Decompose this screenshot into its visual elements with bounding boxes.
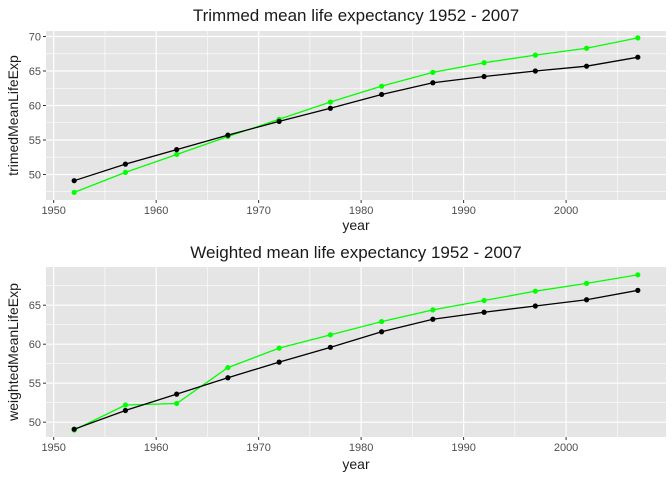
data-point	[122, 161, 129, 167]
x-tick-label: 1990	[451, 205, 475, 217]
data-point	[276, 345, 282, 351]
data-point	[481, 60, 487, 66]
y-axis-title: trimedMeanLifeExp	[5, 55, 21, 176]
data-point	[122, 169, 129, 176]
data-point	[122, 407, 129, 414]
data-point	[327, 105, 333, 111]
data-point	[225, 364, 231, 371]
data-point	[583, 63, 590, 69]
data-point	[430, 307, 436, 313]
data-point	[327, 344, 333, 350]
x-tick-label: 1980	[349, 205, 373, 217]
chart-title: Weighted mean life expectancy 1952 - 200…	[190, 243, 521, 262]
series-line	[73, 274, 638, 431]
data-point	[225, 132, 231, 138]
data-point	[174, 391, 180, 397]
data-point	[71, 189, 77, 196]
data-point	[276, 118, 282, 124]
x-tick-label: 1970	[246, 442, 270, 454]
data-point	[583, 297, 590, 303]
data-point	[635, 272, 641, 278]
data-point	[532, 52, 538, 58]
data-point	[532, 68, 538, 74]
data-point	[174, 400, 180, 407]
x-tick-label: 1950	[41, 442, 65, 454]
trimmed-mean-chart: 1950 1960 1970 1980 1990 2000 50 55 60 65 70 Trimme…	[5, 6, 666, 233]
data-point	[481, 73, 487, 80]
data-point	[481, 309, 487, 315]
x-tick-label: 1960	[144, 442, 168, 454]
y-tick-label: 55	[29, 378, 41, 390]
y-tick-label: 60	[29, 339, 41, 351]
data-point	[327, 332, 333, 338]
data-point	[532, 288, 538, 294]
data-point	[71, 178, 77, 184]
y-axis-title: weightedMeanLifeExp	[5, 283, 21, 422]
x-tick-label: 2000	[554, 442, 578, 454]
x-tick-label: 2000	[554, 205, 578, 217]
data-point	[174, 151, 180, 158]
data-point	[71, 426, 77, 432]
data-point	[430, 316, 436, 322]
data-point	[225, 375, 231, 381]
data-point	[379, 318, 385, 325]
data-point	[635, 287, 641, 293]
y-tick-label: 70	[29, 32, 41, 44]
data-point	[430, 80, 436, 86]
data-point	[635, 35, 641, 41]
data-point	[327, 99, 333, 105]
y-tick-label: 55	[29, 135, 41, 147]
plot-panel	[46, 31, 666, 200]
x-axis-title: year	[342, 217, 370, 233]
data-point	[583, 280, 590, 286]
data-point	[583, 45, 590, 51]
x-tick-label: 1990	[451, 442, 475, 454]
data-point	[635, 54, 641, 60]
y-tick-label: 65	[29, 300, 41, 312]
series-line	[73, 37, 638, 194]
y-tick-label: 50	[29, 169, 41, 181]
x-tick-label: 1960	[144, 205, 168, 217]
series-line	[73, 289, 638, 430]
x-tick-label: 1950	[41, 205, 65, 217]
data-point	[379, 329, 385, 335]
y-tick-label: 65	[29, 66, 41, 78]
data-point	[276, 359, 282, 365]
plot-panel	[46, 267, 666, 437]
x-axis-title: year	[342, 456, 370, 472]
y-tick-label: 60	[29, 100, 41, 112]
series-line	[73, 56, 638, 182]
data-point	[174, 147, 180, 153]
weighted-mean-chart: 1950 1960 1970 1980 1990 2000 50 55 60 65 Weighted…	[5, 243, 666, 472]
data-point	[122, 402, 129, 408]
data-point	[430, 69, 436, 75]
data-point	[379, 91, 385, 98]
x-tick-label: 1970	[246, 205, 270, 217]
data-point	[379, 83, 385, 89]
x-tick-label: 1980	[349, 442, 373, 454]
y-tick-label: 50	[29, 417, 41, 429]
chart-title: Trimmed mean life expectancy 1952 - 2007	[193, 6, 519, 25]
data-point	[532, 303, 538, 309]
data-point	[481, 297, 487, 304]
